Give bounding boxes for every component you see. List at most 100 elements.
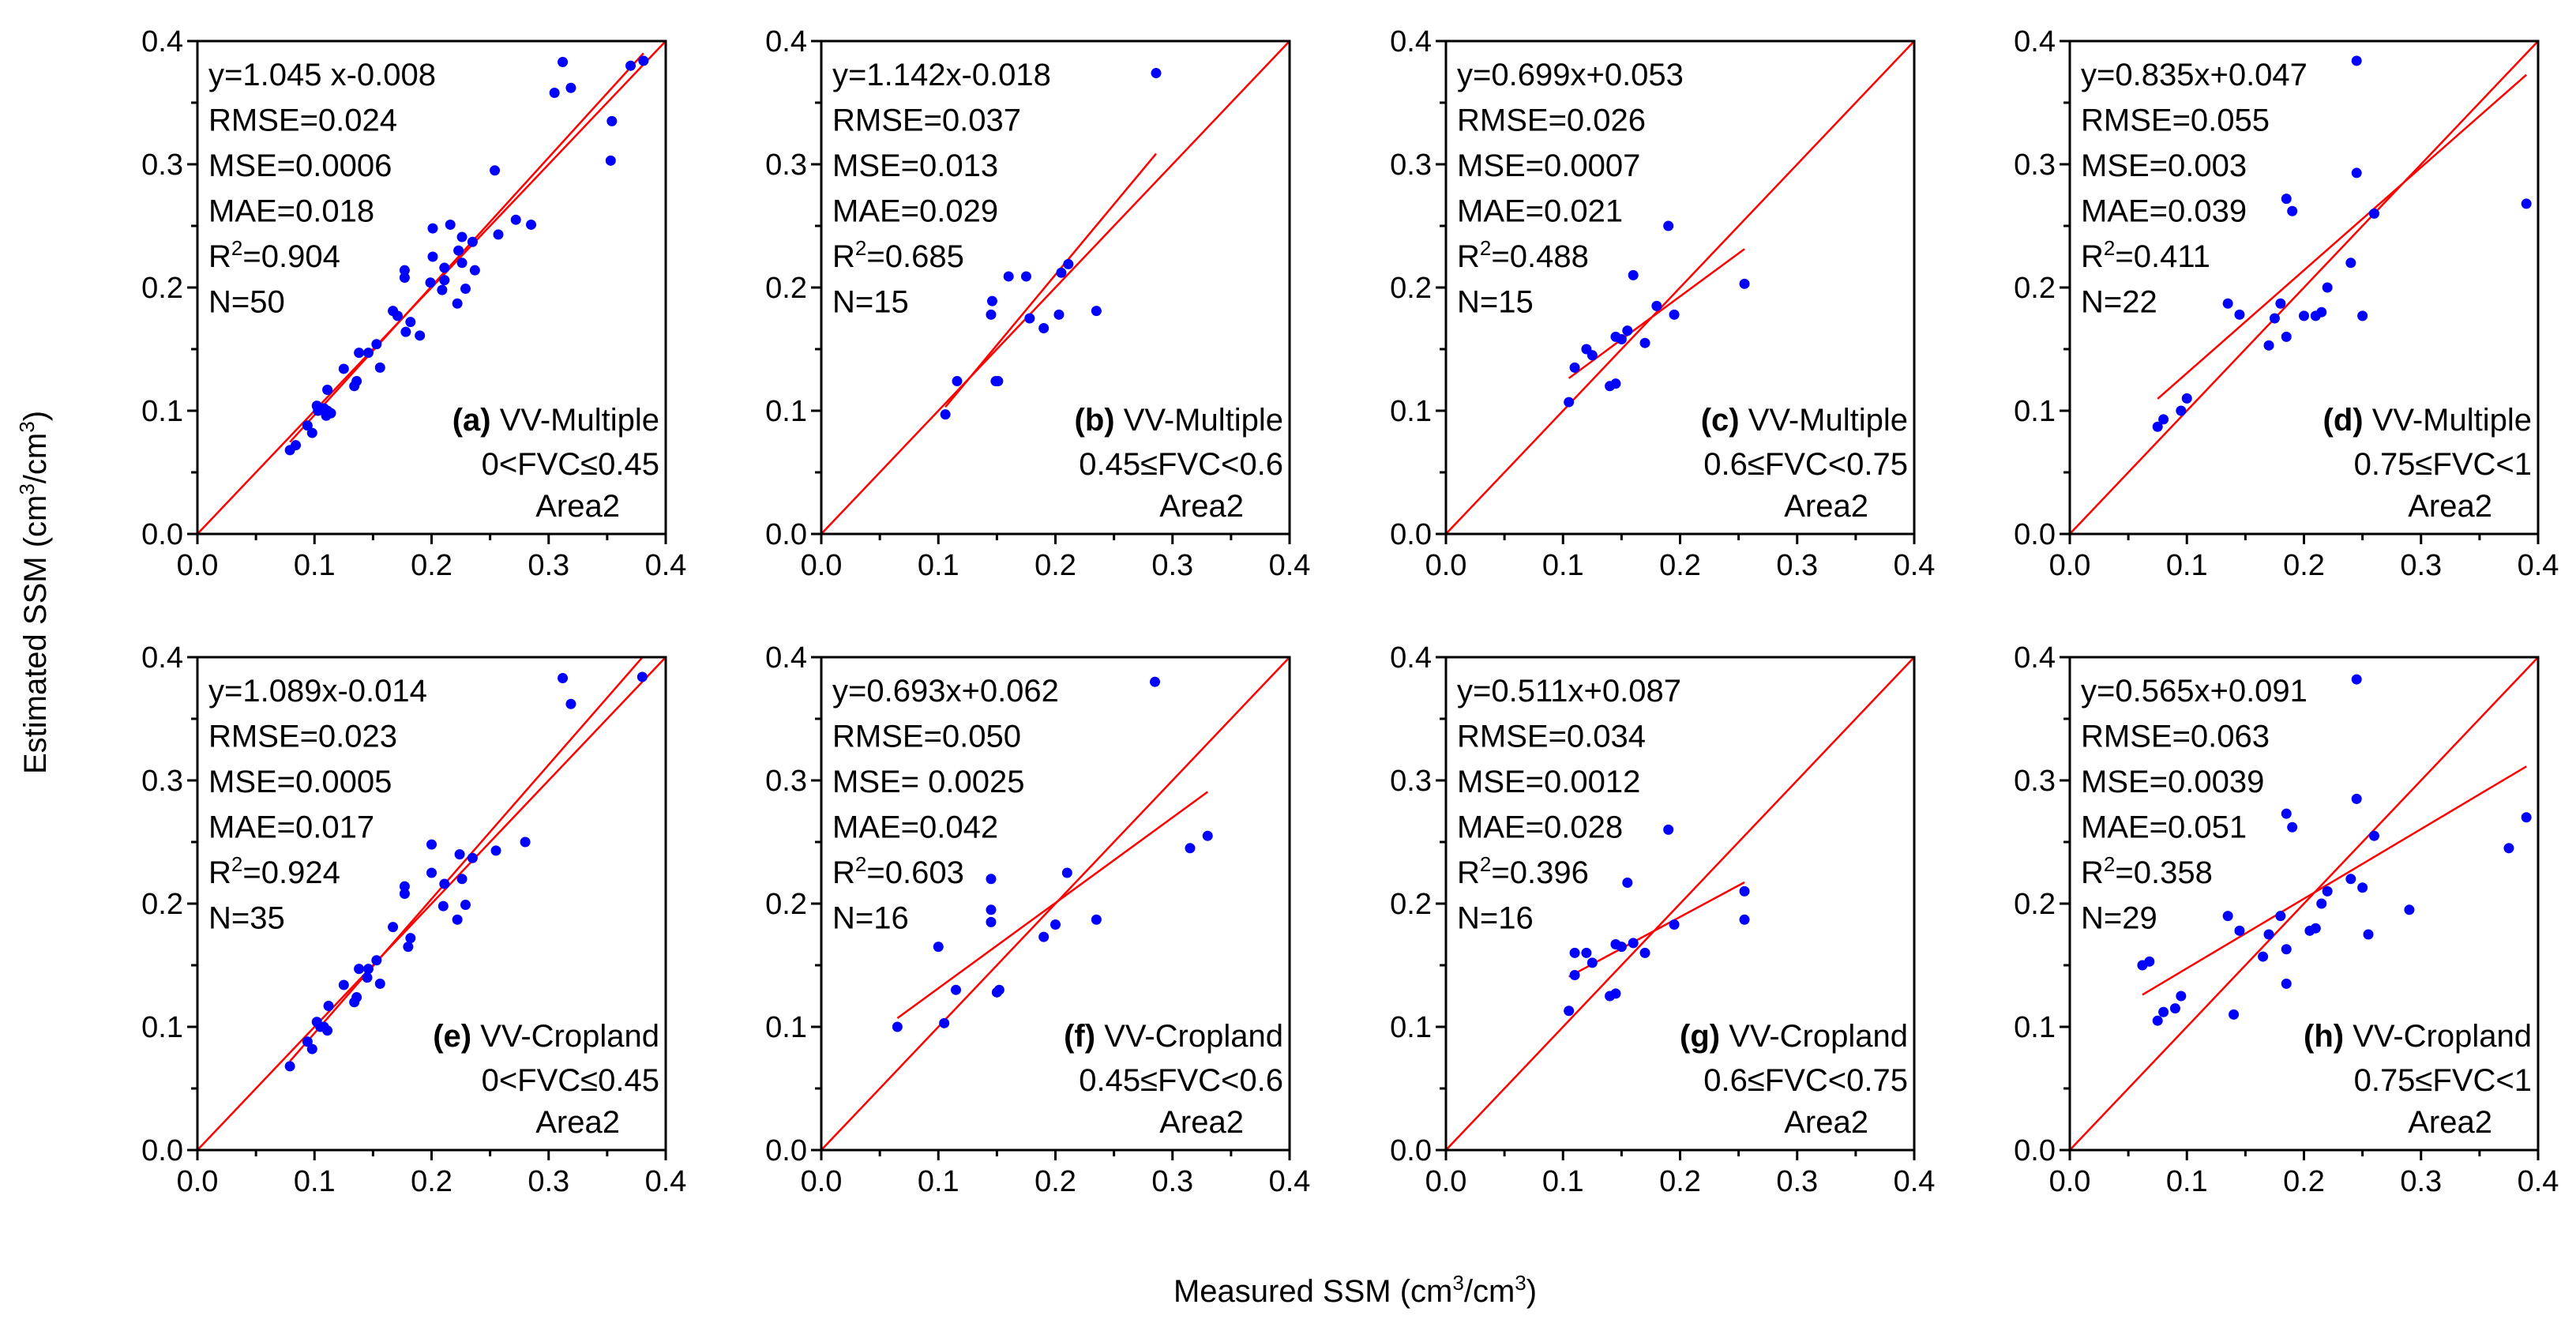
stat-mae: MAE=0.042	[832, 810, 998, 845]
r2-sup: 2	[231, 236, 242, 260]
data-point	[986, 874, 997, 885]
panel-area: Area2	[1784, 489, 1868, 524]
superscript: 3	[1515, 1271, 1526, 1295]
data-point	[1150, 676, 1161, 687]
x-tick-label: 0.1	[2166, 1165, 2208, 1198]
data-point	[2281, 194, 2292, 205]
stat-rmse: RMSE=0.050	[832, 720, 1021, 754]
stat-eq: y=0.693x+0.062	[832, 674, 1059, 709]
superscript: 3	[15, 421, 39, 432]
data-point	[354, 348, 365, 359]
data-point	[606, 115, 618, 126]
y-tick-label: 0.2	[765, 888, 807, 921]
regression-line	[2142, 765, 2527, 996]
panel-area: Area2	[1159, 1105, 1244, 1140]
r2-value: =0.488	[1491, 239, 1588, 274]
data-point	[2404, 904, 2415, 915]
data-point	[1003, 271, 1014, 282]
one-to-one-line	[197, 657, 666, 1150]
data-point	[2368, 830, 2379, 841]
panel-fvc-range: 0.6≤FVC<0.75	[1703, 447, 1908, 482]
r2-base: R	[2081, 855, 2104, 890]
data-point	[526, 219, 537, 230]
data-point	[1061, 867, 1072, 878]
regression-line	[896, 791, 1208, 1020]
data-point	[1669, 309, 1680, 320]
label-part: )	[1526, 1274, 1537, 1309]
data-point	[302, 1036, 313, 1047]
y-tick-label: 0.2	[2014, 888, 2056, 921]
stat-mae: MAE=0.018	[208, 194, 374, 229]
regression-line	[2157, 73, 2528, 400]
x-tick-label: 0.3	[1151, 549, 1193, 582]
data-point	[439, 262, 450, 273]
r2-value: =0.603	[866, 855, 963, 890]
data-point	[456, 874, 468, 885]
y-tick-label: 0.0	[141, 518, 183, 551]
x-tick-label: 0.1	[918, 549, 959, 582]
data-point	[565, 82, 576, 93]
stat-mae: MAE=0.017	[208, 810, 374, 845]
data-point	[415, 330, 426, 341]
x-tick-label: 0.4	[2518, 549, 2559, 582]
data-point	[284, 1061, 295, 1072]
stat-eq: y=0.835x+0.047	[2081, 58, 2308, 92]
data-point	[993, 984, 1004, 995]
panel-fvc-range: 0.75≤FVC<1	[2354, 447, 2532, 482]
data-point	[1739, 278, 1750, 289]
plot-area	[197, 41, 666, 534]
r2-value: =0.358	[2115, 855, 2212, 890]
x-tick-label: 0.2	[1035, 549, 1076, 582]
data-point	[460, 900, 471, 911]
data-point	[939, 1017, 950, 1028]
x-tick-label: 0.1	[294, 1165, 336, 1198]
panel-c: 0.00.0 0.1 0.1 0.2 0.2 0.3 0.3 0.4 0.4 y=0.699x+0…	[1390, 25, 1935, 582]
data-point	[1616, 942, 1627, 953]
x-tick-label: 0.0	[177, 1165, 219, 1198]
stat-r2: R2=0.411	[2081, 236, 2210, 274]
data-point	[605, 155, 616, 166]
stat-mse: MSE=0.013	[832, 148, 998, 183]
data-point	[322, 384, 333, 395]
data-point	[392, 310, 404, 321]
data-point	[1639, 337, 1650, 348]
data-point	[2351, 674, 2362, 685]
data-point	[467, 236, 478, 247]
data-point	[1024, 313, 1035, 324]
x-tick-label: 0.2	[411, 549, 452, 582]
data-point	[986, 916, 997, 927]
plot-frame	[1444, 39, 1916, 536]
data-point	[2222, 298, 2233, 309]
x-tick-label: 0.0	[2049, 1165, 2091, 1198]
data-point	[2176, 991, 2187, 1002]
data-point	[1628, 269, 1639, 280]
panel-name: VV-Multiple	[1740, 403, 1908, 438]
stat-mae: MAE=0.021	[1457, 194, 1623, 229]
data-point	[1651, 300, 1662, 311]
x-tick-label: 0.4	[1269, 549, 1311, 582]
panel-title: (d) VV-Multiple	[2323, 403, 2533, 438]
y-tick-label: 0.2	[765, 272, 807, 305]
x-tick-label: 0.0	[2049, 549, 2091, 582]
data-point	[1581, 947, 1592, 958]
x-tick-label: 0.0	[801, 549, 843, 582]
data-point	[2181, 393, 2192, 404]
panel-f: 0.00.0 0.1 0.1 0.2 0.2 0.3 0.3 0.4 0.4 y=0.693x+0…	[765, 641, 1310, 1198]
stat-rmse: RMSE=0.037	[832, 103, 1021, 138]
stat-mae: MAE=0.028	[1457, 810, 1623, 845]
panel-name: VV-Multiple	[1115, 403, 1283, 438]
y-tick-label: 0.0	[765, 518, 807, 551]
data-point	[2299, 310, 2309, 321]
panel-tag: (e)	[433, 1019, 471, 1054]
stat-r2: R2=0.488	[1457, 236, 1589, 274]
data-point	[1020, 271, 1031, 282]
data-point	[1663, 220, 1674, 231]
stat-r2: R2=0.924	[208, 852, 340, 890]
data-point	[940, 409, 951, 420]
data-point	[625, 60, 636, 71]
data-point	[374, 362, 385, 373]
data-point	[2152, 421, 2163, 432]
data-point	[2176, 405, 2187, 416]
y-tick-label: 0.4	[765, 641, 807, 675]
